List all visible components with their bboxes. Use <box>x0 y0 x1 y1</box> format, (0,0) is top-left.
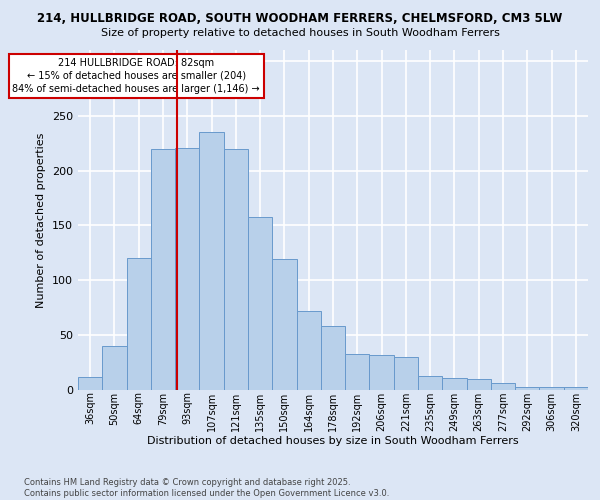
Bar <box>175 148 199 390</box>
Bar <box>539 386 564 390</box>
Bar <box>127 258 151 390</box>
Bar <box>151 148 175 390</box>
Bar <box>467 379 491 390</box>
Bar <box>394 357 418 390</box>
Bar <box>224 148 248 390</box>
Bar <box>515 386 539 390</box>
Bar <box>564 386 588 390</box>
Text: 214, HULLBRIDGE ROAD, SOUTH WOODHAM FERRERS, CHELMSFORD, CM3 5LW: 214, HULLBRIDGE ROAD, SOUTH WOODHAM FERR… <box>37 12 563 26</box>
Bar <box>345 354 370 390</box>
Y-axis label: Number of detached properties: Number of detached properties <box>37 132 46 308</box>
Text: Size of property relative to detached houses in South Woodham Ferrers: Size of property relative to detached ho… <box>101 28 499 38</box>
Bar <box>321 326 345 390</box>
Bar <box>296 311 321 390</box>
Bar <box>418 376 442 390</box>
Text: 214 HULLBRIDGE ROAD: 82sqm
← 15% of detached houses are smaller (204)
84% of sem: 214 HULLBRIDGE ROAD: 82sqm ← 15% of deta… <box>13 58 260 94</box>
Bar <box>78 377 102 390</box>
Bar <box>272 260 296 390</box>
Text: Contains HM Land Registry data © Crown copyright and database right 2025.
Contai: Contains HM Land Registry data © Crown c… <box>24 478 389 498</box>
Bar <box>102 346 127 390</box>
Bar <box>491 384 515 390</box>
Bar <box>199 132 224 390</box>
X-axis label: Distribution of detached houses by size in South Woodham Ferrers: Distribution of detached houses by size … <box>147 436 519 446</box>
Bar <box>370 355 394 390</box>
Bar <box>248 216 272 390</box>
Bar <box>442 378 467 390</box>
